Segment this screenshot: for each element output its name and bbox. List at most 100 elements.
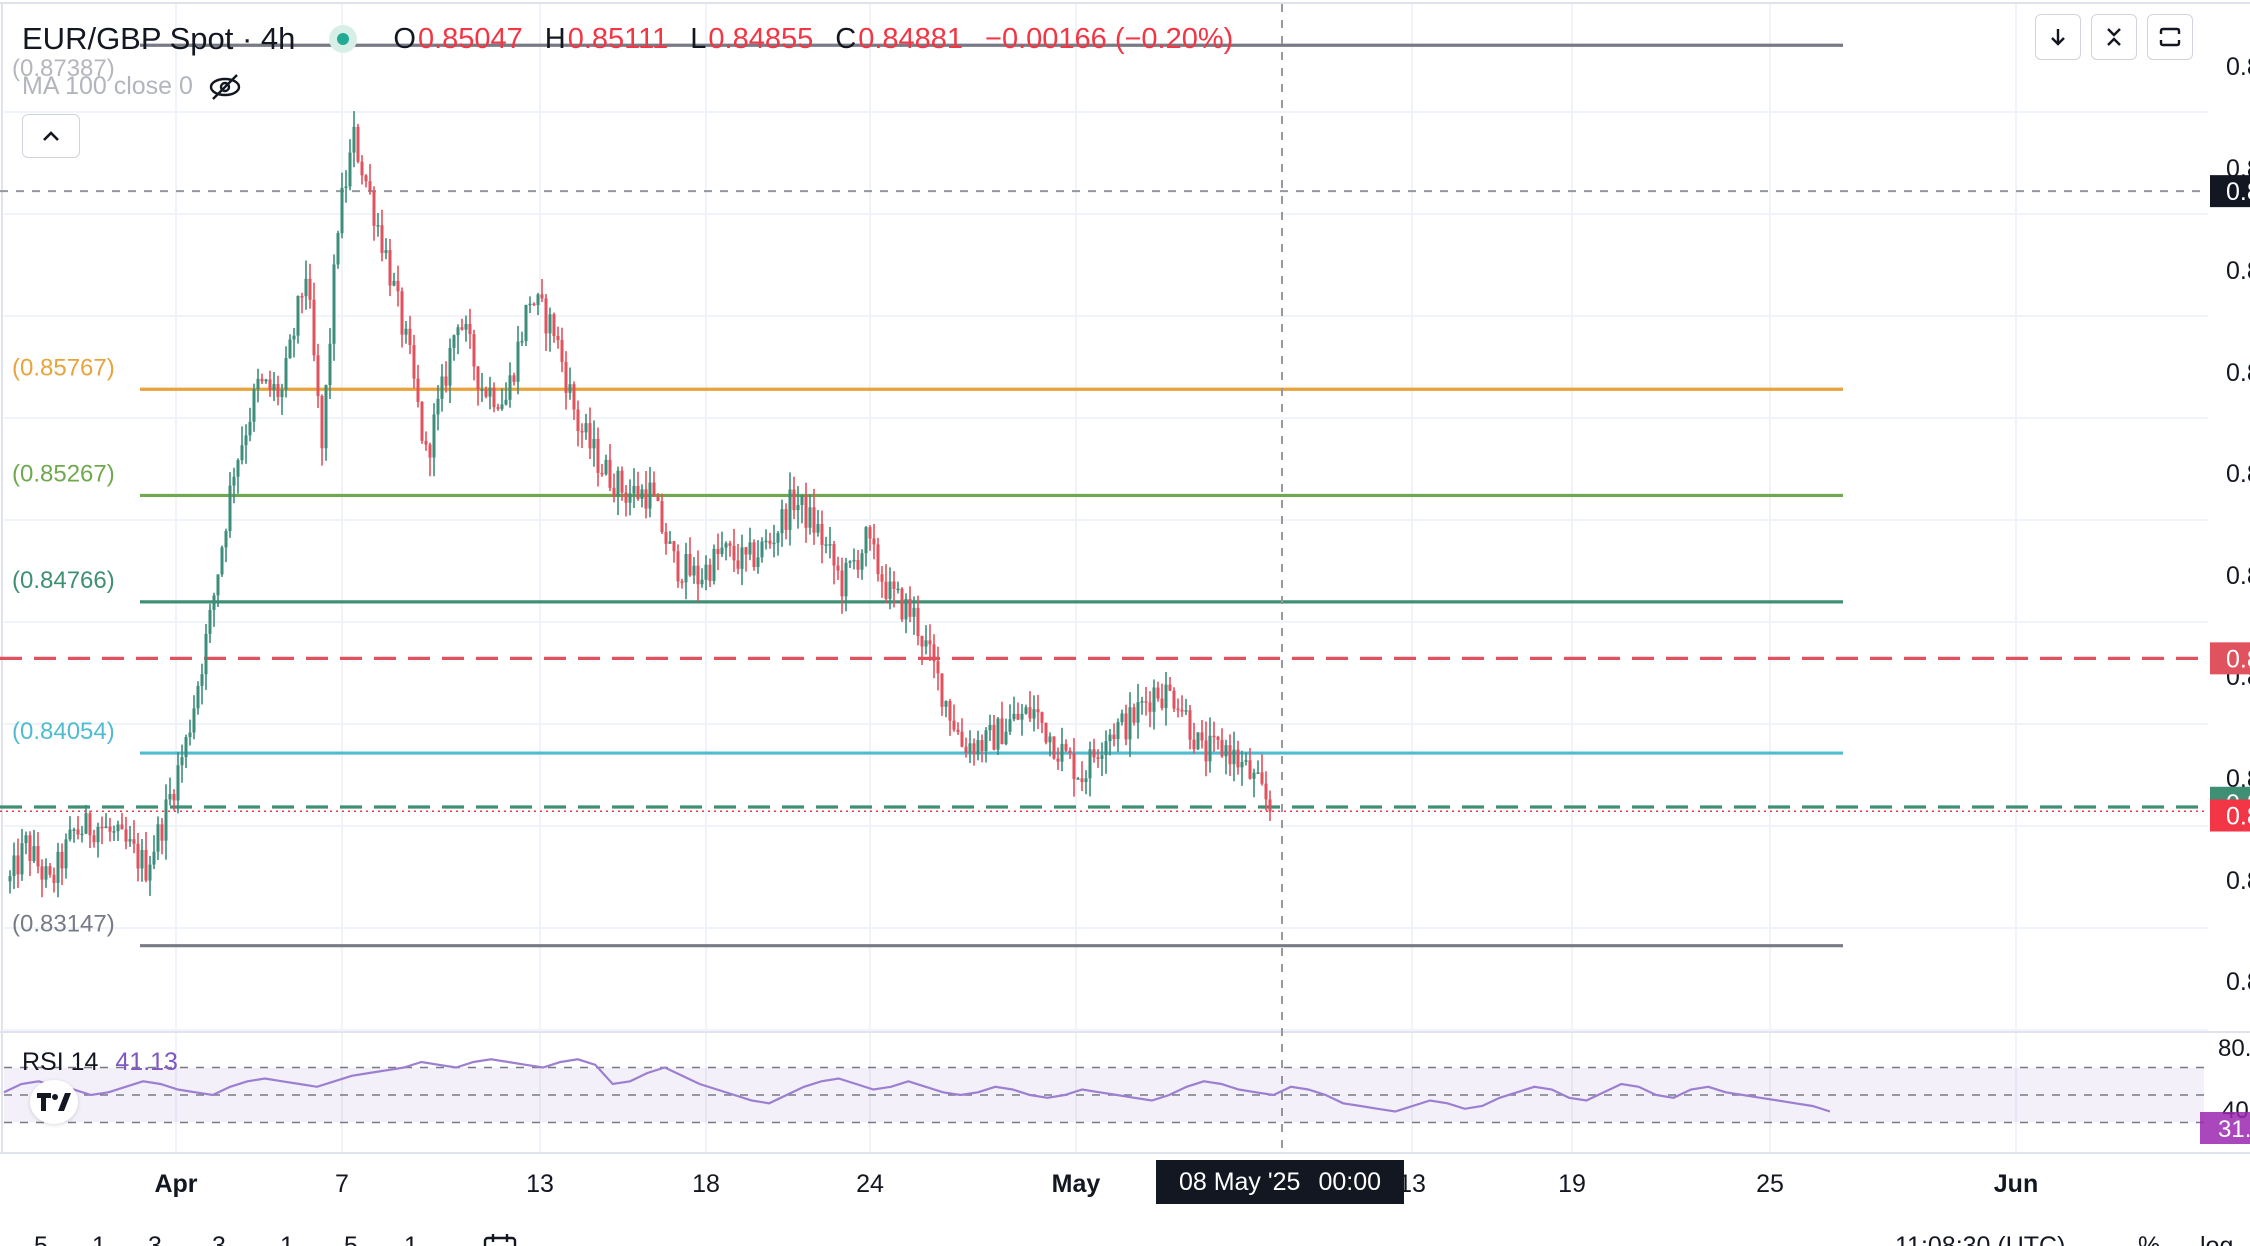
candle[interactable] <box>568 367 572 400</box>
candle[interactable] <box>120 812 124 830</box>
candle[interactable] <box>632 468 636 509</box>
candle[interactable] <box>1264 771 1268 811</box>
collapse-legend-button[interactable] <box>22 114 80 158</box>
candle[interactable] <box>1028 691 1032 722</box>
candle[interactable] <box>1180 695 1184 717</box>
candle[interactable] <box>452 334 456 361</box>
candle[interactable] <box>892 571 896 608</box>
candle[interactable] <box>968 730 972 764</box>
candle[interactable] <box>1076 776 1080 780</box>
candle[interactable] <box>956 722 960 735</box>
candle[interactable] <box>796 486 800 529</box>
candle[interactable] <box>1096 749 1100 768</box>
candle[interactable] <box>1108 729 1112 756</box>
candle[interactable] <box>748 527 752 561</box>
candle[interactable] <box>1248 748 1252 780</box>
symbol-title[interactable]: EUR/GBP Spot · 4h <box>22 21 296 56</box>
candle[interactable] <box>1144 686 1148 716</box>
candle[interactable] <box>1156 681 1160 702</box>
candle[interactable] <box>280 383 284 415</box>
timeframe-button[interactable]: 1 <box>92 1232 106 1246</box>
candle[interactable] <box>1016 702 1020 721</box>
fibonacci-retracement[interactable]: (0.87387) (0.85767) (0.85267) (0.84766) (0.8… <box>12 43 1843 948</box>
candle[interactable] <box>236 458 240 494</box>
time-axis[interactable]: Apr 7 13 18 24 May 13 19 25 Jun <box>154 1170 2038 1198</box>
candle[interactable] <box>212 592 216 627</box>
candle[interactable] <box>764 529 768 550</box>
candle[interactable] <box>556 326 560 349</box>
candle[interactable] <box>308 263 312 309</box>
candle[interactable] <box>344 170 348 203</box>
candle[interactable] <box>552 312 556 343</box>
candle[interactable] <box>912 596 916 635</box>
candle[interactable] <box>384 238 388 260</box>
candle[interactable] <box>136 832 140 882</box>
candle[interactable] <box>1064 739 1068 752</box>
candle[interactable] <box>1208 717 1212 773</box>
candle[interactable] <box>388 238 392 297</box>
candle[interactable] <box>688 537 692 577</box>
candle[interactable] <box>872 523 876 560</box>
timeframe-button[interactable]: 1 <box>404 1232 418 1246</box>
candle[interactable] <box>480 372 484 402</box>
candle[interactable] <box>40 859 44 898</box>
candle[interactable] <box>1260 754 1264 786</box>
candle[interactable] <box>660 493 664 535</box>
candle[interactable] <box>224 528 228 563</box>
candle[interactable] <box>1244 752 1248 766</box>
candle[interactable] <box>1128 692 1132 757</box>
rsi-line[interactable] <box>3 1058 1831 1113</box>
candle[interactable] <box>472 329 476 381</box>
candle[interactable] <box>1112 723 1116 747</box>
candle[interactable] <box>1012 696 1016 722</box>
candle[interactable] <box>84 804 88 835</box>
candle[interactable] <box>1268 790 1272 821</box>
candle[interactable] <box>716 533 720 571</box>
candle[interactable] <box>16 838 20 888</box>
candle[interactable] <box>1188 704 1192 750</box>
candle[interactable] <box>508 362 512 408</box>
candle[interactable] <box>1228 734 1232 777</box>
candle[interactable] <box>288 334 292 359</box>
candlestick-series[interactable] <box>8 111 1272 898</box>
timeframe-button[interactable]: 5 <box>34 1232 48 1246</box>
candle[interactable] <box>1172 687 1176 713</box>
candle[interactable] <box>356 123 360 164</box>
candle[interactable] <box>476 366 480 406</box>
candle[interactable] <box>924 625 928 655</box>
candle[interactable] <box>852 548 856 570</box>
candle[interactable] <box>264 378 268 384</box>
candle[interactable] <box>1032 695 1036 732</box>
candle[interactable] <box>1080 761 1084 792</box>
candle[interactable] <box>208 603 212 643</box>
candle[interactable] <box>1224 739 1228 775</box>
candle[interactable] <box>628 479 632 516</box>
rsi-pane[interactable] <box>3 1058 2204 1124</box>
candle[interactable] <box>984 727 988 763</box>
candle[interactable] <box>220 545 224 577</box>
candle[interactable] <box>184 734 188 769</box>
candle[interactable] <box>408 315 412 355</box>
candle[interactable] <box>496 403 500 411</box>
candle[interactable] <box>564 351 568 410</box>
ma-legend[interactable]: MA 100 close 0 <box>22 72 243 101</box>
candle[interactable] <box>740 534 744 586</box>
candle[interactable] <box>436 385 440 431</box>
candle[interactable] <box>284 346 288 398</box>
candle[interactable] <box>1000 701 1004 745</box>
candle[interactable] <box>980 734 984 763</box>
candle[interactable] <box>736 543 740 575</box>
candle[interactable] <box>68 816 72 842</box>
candle[interactable] <box>416 364 420 408</box>
candle[interactable] <box>88 810 92 849</box>
tradingview-logo[interactable] <box>30 1080 78 1124</box>
candle[interactable] <box>580 423 584 449</box>
candle[interactable] <box>824 536 828 554</box>
candle[interactable] <box>168 777 172 806</box>
candle[interactable] <box>648 466 652 518</box>
candle[interactable] <box>880 566 884 598</box>
candle[interactable] <box>832 540 836 585</box>
candle[interactable] <box>148 855 152 896</box>
candle[interactable] <box>692 557 696 584</box>
candle[interactable] <box>1136 683 1140 739</box>
